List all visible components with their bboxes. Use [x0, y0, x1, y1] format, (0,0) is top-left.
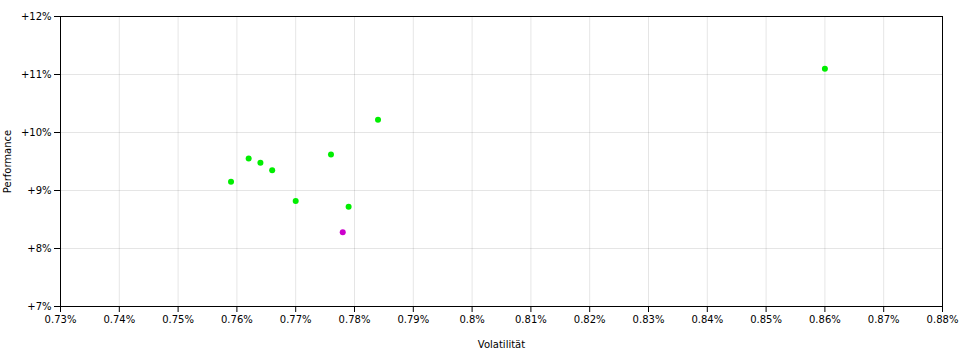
- svg-text:0.81%: 0.81%: [515, 314, 547, 325]
- svg-text:0.74%: 0.74%: [103, 314, 135, 325]
- svg-text:0.8%: 0.8%: [459, 314, 484, 325]
- svg-text:0.77%: 0.77%: [280, 314, 312, 325]
- svg-text:0.82%: 0.82%: [574, 314, 606, 325]
- svg-text:+12%: +12%: [21, 11, 52, 22]
- svg-text:0.79%: 0.79%: [397, 314, 429, 325]
- svg-text:0.78%: 0.78%: [339, 314, 371, 325]
- svg-text:Volatilität: Volatilität: [478, 339, 525, 350]
- svg-text:0.73%: 0.73%: [45, 314, 77, 325]
- svg-text:0.85%: 0.85%: [750, 314, 782, 325]
- svg-text:0.84%: 0.84%: [691, 314, 723, 325]
- svg-text:0.83%: 0.83%: [633, 314, 665, 325]
- svg-text:+9%: +9%: [27, 185, 51, 196]
- svg-text:+10%: +10%: [21, 127, 52, 138]
- svg-text:Performance: Performance: [2, 130, 13, 193]
- svg-text:0.86%: 0.86%: [809, 314, 841, 325]
- svg-text:+8%: +8%: [27, 243, 51, 254]
- svg-text:+11%: +11%: [21, 69, 52, 80]
- svg-text:0.76%: 0.76%: [221, 314, 253, 325]
- svg-text:0.75%: 0.75%: [162, 314, 194, 325]
- svg-text:0.87%: 0.87%: [868, 314, 900, 325]
- svg-text:+7%: +7%: [27, 301, 51, 312]
- svg-text:0.88%: 0.88%: [927, 314, 959, 325]
